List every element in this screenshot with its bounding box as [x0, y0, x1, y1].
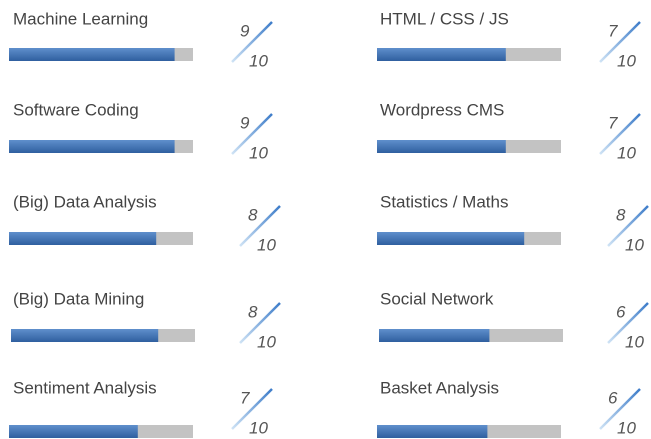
skill-score: 9: [240, 113, 250, 132]
fraction-slash: [607, 302, 649, 344]
skill-name: Statistics / Maths: [380, 192, 508, 211]
skill-bar: [9, 48, 175, 61]
skill-bar: [9, 425, 138, 438]
skill-max: 10: [625, 235, 644, 254]
skill-name: Machine Learning: [13, 9, 148, 28]
skill-max: 10: [625, 332, 644, 351]
skill-max: 10: [249, 51, 268, 70]
fraction-slash: [599, 113, 641, 155]
fraction-slash: [239, 302, 281, 344]
skill-bar: [377, 48, 506, 61]
skill-name: Social Network: [380, 289, 494, 308]
skill-max: 10: [617, 143, 636, 162]
skill-score: 6: [608, 388, 618, 407]
skill-max: 10: [249, 418, 268, 437]
skill-bar: [9, 232, 157, 245]
skill-score: 8: [616, 205, 626, 224]
skill-bar: [9, 140, 175, 153]
fraction-slash: [231, 113, 273, 155]
skill-bar: [379, 329, 490, 342]
skill-name: HTML / CSS / JS: [380, 9, 509, 28]
skill-bar: [377, 232, 525, 245]
fraction-slash: [599, 21, 641, 63]
skill-name: Sentiment Analysis: [13, 378, 157, 397]
skill-score: 7: [240, 388, 250, 407]
skill-score: 7: [608, 21, 618, 40]
fraction-slash: [231, 21, 273, 63]
skill-score: 9: [240, 21, 250, 40]
skill-max: 10: [257, 235, 276, 254]
skill-name: Basket Analysis: [380, 378, 499, 397]
fraction-slash: [231, 388, 273, 430]
fraction-slash: [239, 205, 281, 247]
skill-score: 8: [248, 302, 258, 321]
skill-name: Wordpress CMS: [380, 100, 504, 119]
skill-max: 10: [617, 51, 636, 70]
skill-bar: [377, 140, 506, 153]
skill-max: 10: [617, 418, 636, 437]
skill-name: Software Coding: [13, 100, 139, 119]
skill-score: 6: [616, 302, 626, 321]
skill-name: (Big) Data Analysis: [13, 192, 157, 211]
skill-score: 7: [608, 113, 618, 132]
skill-score: 8: [248, 205, 258, 224]
skill-max: 10: [249, 143, 268, 162]
skill-max: 10: [257, 332, 276, 351]
skill-bar: [11, 329, 159, 342]
skill-name: (Big) Data Mining: [13, 289, 144, 308]
skill-bar: [377, 425, 488, 438]
fraction-slash: [599, 388, 641, 430]
fraction-slash: [607, 205, 649, 247]
